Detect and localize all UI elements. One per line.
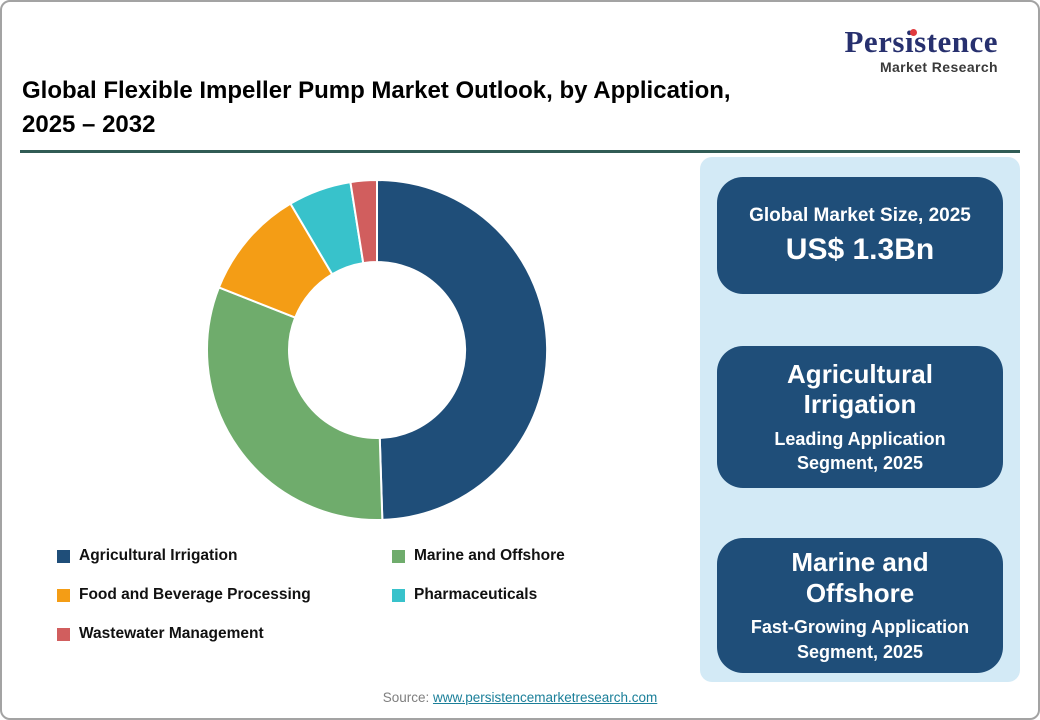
fast-growing-segment-card-title: Marine and Offshore	[791, 547, 929, 608]
legend-swatch-icon	[57, 627, 70, 641]
donut-segment-marine-and-offshore	[206, 286, 384, 521]
fast-growing-segment-card-subtitle: Fast-Growing Application Segment, 2025	[750, 617, 970, 662]
logo: Persistence Market Research	[844, 24, 998, 75]
legend-label: Marine and Offshore	[414, 547, 565, 564]
legend-item: Marine and Offshore	[392, 547, 565, 565]
leading-segment-card-subtitle: Leading Application Segment, 2025	[774, 428, 946, 474]
market-size-card-value: US$ 1.3Bn	[785, 232, 935, 266]
source-label: Source:	[382, 690, 433, 705]
donut-segment-wastewater-management	[349, 178, 378, 265]
legend-label: Agricultural Irrigation	[79, 547, 238, 564]
source-line: Source: www.persistencemarketresearch.co…	[2, 690, 1038, 705]
legend-label: Food and Beverage Processing	[79, 586, 311, 603]
legend-item: Food and Beverage Processing	[57, 586, 392, 604]
highlight-panel: Global Market Size, 2025 US$ 1.3Bn Agric…	[700, 157, 1020, 682]
logo-brand: Persistence	[844, 24, 998, 59]
legend-item: Pharmaceuticals	[392, 586, 565, 604]
source-link[interactable]: www.persistencemarketresearch.com	[432, 690, 658, 705]
market-size-card-title: Global Market Size, 2025	[749, 204, 971, 226]
legend-label: Wastewater Management	[79, 625, 264, 642]
market-size-card: Global Market Size, 2025 US$ 1.3Bn	[717, 177, 1003, 294]
logo-red-dot-icon	[910, 29, 918, 36]
legend-item: Agricultural Irrigation	[57, 547, 392, 565]
legend-swatch-icon	[392, 549, 405, 563]
legend-swatch-icon	[57, 588, 70, 602]
legend-swatch-icon	[392, 588, 405, 602]
legend-swatch-icon	[57, 549, 70, 563]
donut-segment-agricultural-irrigation	[376, 179, 549, 521]
page-title: Global Flexible Impeller Pump Market Out…	[22, 74, 872, 141]
title-divider	[20, 150, 1020, 153]
title-line1: Global Flexible Impeller Pump Market Out…	[22, 77, 731, 104]
title-line2: 2025 – 2032	[22, 110, 156, 138]
logo-brand-text: Persistence	[844, 24, 998, 59]
leading-segment-card-title: Agricultural Irrigation	[787, 358, 933, 420]
legend-label: Pharmaceuticals	[414, 586, 538, 603]
legend-item: Wastewater Management	[57, 625, 392, 643]
donut-chart	[206, 178, 549, 521]
logo-subtitle: Market Research	[879, 58, 998, 75]
fast-growing-segment-card: Marine and Offshore Fast-Growing Applica…	[717, 538, 1003, 673]
leading-segment-card: Agricultural Irrigation Leading Applicat…	[717, 346, 1003, 488]
chart-legend: Agricultural Irrigation Marine and Offsho…	[57, 547, 565, 643]
